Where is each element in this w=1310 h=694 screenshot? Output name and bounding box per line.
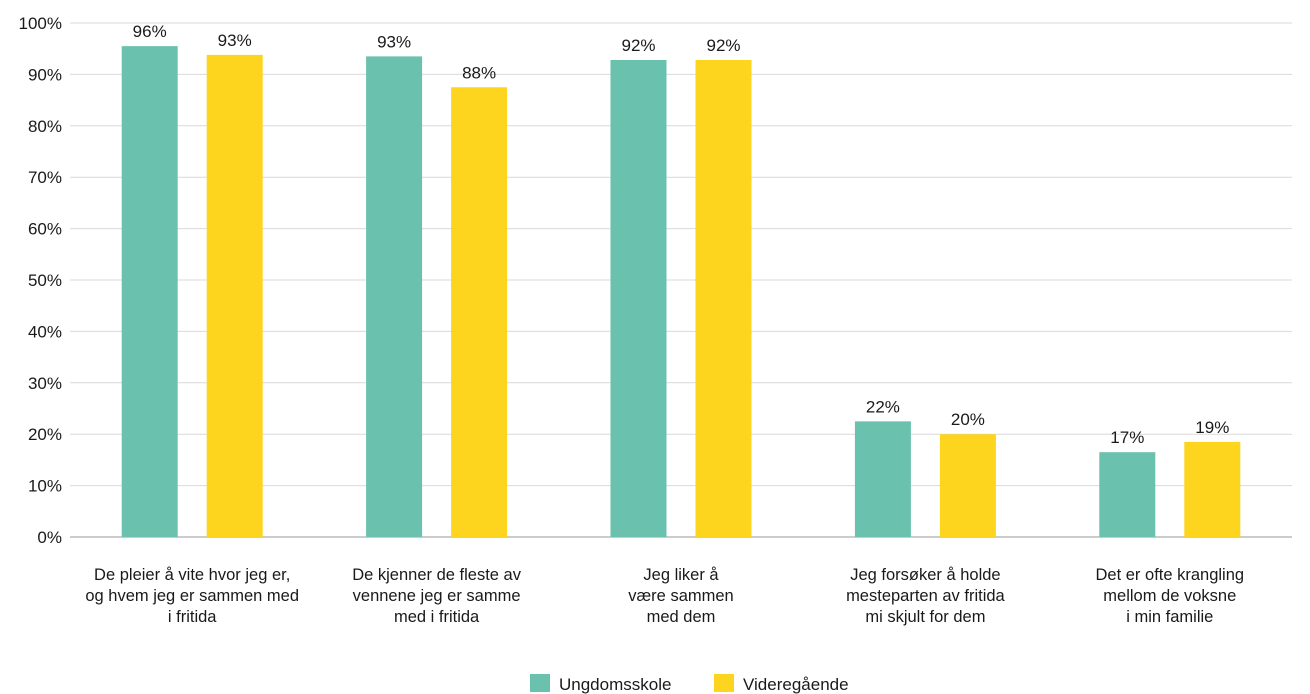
data-label: 88% [462, 63, 496, 82]
bar [854, 421, 911, 537]
category-label: vennene jeg er samme [353, 587, 521, 605]
category-label: i min familie [1126, 608, 1213, 626]
legend-swatch [530, 674, 550, 692]
data-labels: 96% 93% 93% 88% 92% 92% 22% 20% 17% 19% [133, 22, 1230, 447]
data-label: 93% [377, 32, 411, 51]
data-label: 20% [951, 410, 985, 429]
bar [366, 56, 423, 537]
bars [121, 46, 1241, 538]
data-label: 19% [1195, 418, 1229, 437]
y-tick-label: 90% [28, 65, 62, 84]
gridlines [70, 22, 1292, 538]
y-tick-label: 80% [28, 117, 62, 136]
y-tick-label: 20% [28, 425, 62, 444]
x-axis-category-labels: De pleier å vite hvor jeg er, og hvem jeg… [85, 566, 1244, 626]
bar [1184, 441, 1241, 537]
category-label: i fritida [168, 608, 217, 626]
data-label: 93% [218, 31, 252, 50]
bar [939, 434, 996, 537]
y-tick-label: 10% [28, 477, 62, 496]
y-tick-label: 60% [28, 220, 62, 239]
y-axis-tick-labels: 0% 10% 20% 30% 40% 50% 60% 70% 80% 90% 100% [19, 14, 62, 547]
data-label: 92% [706, 36, 740, 55]
category-label: og hvem jeg er sammen med [85, 587, 299, 605]
y-tick-label: 50% [28, 271, 62, 290]
y-tick-label: 100% [19, 14, 62, 33]
legend-label: Videregående [743, 675, 849, 694]
bar [451, 87, 508, 537]
y-tick-label: 0% [37, 528, 62, 547]
category-label: mi skjult for dem [865, 608, 985, 626]
bar [121, 46, 178, 537]
category-label: med dem [647, 608, 716, 626]
legend-label: Ungdomsskole [559, 675, 671, 694]
bar [206, 54, 263, 537]
category-label: med i fritida [394, 608, 480, 626]
bar [1099, 452, 1156, 537]
category-label: Jeg liker å [643, 566, 719, 584]
data-label: 96% [133, 22, 167, 41]
y-tick-label: 70% [28, 168, 62, 187]
y-tick-label: 30% [28, 374, 62, 393]
category-label: Det er ofte krangling [1096, 566, 1245, 584]
y-tick-label: 40% [28, 322, 62, 341]
data-label: 17% [1110, 428, 1144, 447]
data-label: 22% [866, 397, 900, 416]
legend-swatch [714, 674, 734, 692]
bar [695, 60, 752, 538]
legend: Ungdomsskole Videregående [530, 674, 849, 694]
bar [610, 60, 667, 538]
category-label: mesteparten av fritida [846, 587, 1005, 605]
category-label: være sammen [628, 587, 733, 605]
category-label: De pleier å vite hvor jeg er, [94, 566, 290, 584]
category-label: Jeg forsøker å holde [850, 566, 1000, 584]
category-label: De kjenner de fleste av [352, 566, 522, 584]
category-label: mellom de voksne [1103, 587, 1236, 605]
data-label: 92% [621, 36, 655, 55]
